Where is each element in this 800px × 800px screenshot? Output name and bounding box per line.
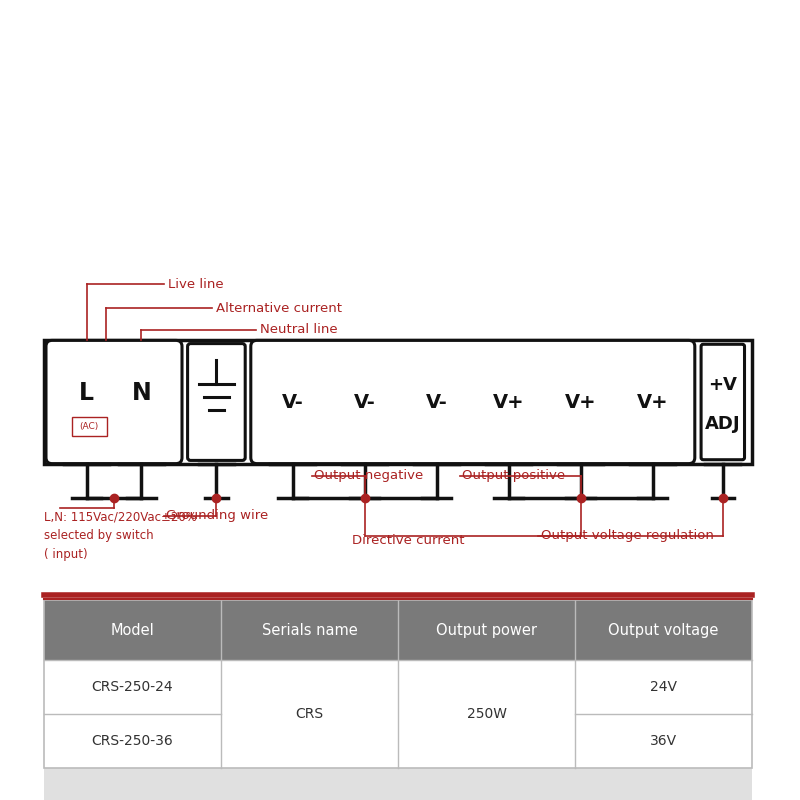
Bar	[44, 600, 752, 768]
Text: Alternative current: Alternative current	[216, 302, 342, 314]
Text: (AC): (AC)	[79, 422, 99, 431]
Text: CRS-250-36: CRS-250-36	[92, 734, 174, 748]
Text: Directive current: Directive current	[352, 534, 465, 546]
Text: Model: Model	[110, 622, 154, 638]
Text: Live line: Live line	[168, 278, 224, 290]
Text: N: N	[131, 381, 151, 405]
Text: CRS: CRS	[295, 707, 323, 722]
Text: CRS-250-24: CRS-250-24	[92, 680, 174, 694]
Text: Neutral line: Neutral line	[260, 323, 338, 336]
Text: Grounding wire: Grounding wire	[166, 510, 269, 522]
Text: +V: +V	[708, 376, 738, 394]
Text: Serials name: Serials name	[262, 622, 358, 638]
Text: L,N: 115Vac/220Vac±20%
selected by switch
( input): L,N: 115Vac/220Vac±20% selected by switc…	[44, 510, 197, 562]
Text: Output positive: Output positive	[462, 470, 566, 482]
Text: L: L	[79, 381, 94, 405]
Bar	[44, 768, 752, 800]
Bar	[72, 417, 107, 436]
FancyBboxPatch shape	[46, 340, 182, 464]
Bar	[44, 714, 752, 768]
Text: Output power: Output power	[436, 622, 537, 638]
FancyBboxPatch shape	[187, 343, 246, 461]
Text: V+: V+	[565, 393, 597, 411]
Text: ADJ: ADJ	[705, 415, 741, 434]
Text: 36V: 36V	[650, 734, 677, 748]
Text: V-: V-	[426, 393, 448, 411]
Text: 24V: 24V	[650, 680, 677, 694]
Text: V-: V-	[282, 393, 304, 411]
FancyBboxPatch shape	[701, 344, 745, 460]
Text: Output negative: Output negative	[314, 470, 424, 482]
Text: V+: V+	[493, 393, 525, 411]
Text: Output voltage: Output voltage	[608, 622, 718, 638]
Bar	[44, 600, 752, 661]
FancyBboxPatch shape	[250, 340, 695, 464]
Text: V+: V+	[637, 393, 669, 411]
Text: Output voltage regulation: Output voltage regulation	[541, 530, 714, 542]
Text: V-: V-	[354, 393, 376, 411]
Text: 250W: 250W	[466, 707, 506, 722]
Bar	[44, 340, 752, 464]
